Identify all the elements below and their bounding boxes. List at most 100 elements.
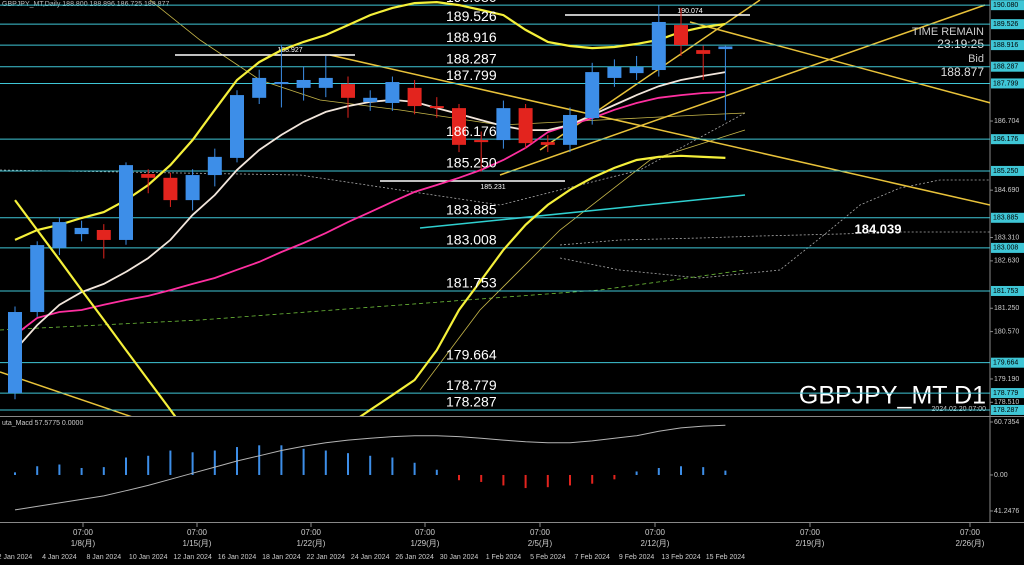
macd-bar bbox=[591, 474, 594, 484]
week-label: 1/8(月) bbox=[71, 539, 96, 548]
candle-body bbox=[96, 229, 111, 240]
x-tick-label: 30 Jan 2024 bbox=[440, 554, 479, 561]
time-label: 07:00 bbox=[960, 528, 981, 537]
macd-bar bbox=[435, 469, 438, 475]
level-tag-label: 178.779 bbox=[993, 390, 1018, 397]
candle-body bbox=[585, 72, 600, 119]
candle-body bbox=[119, 165, 133, 240]
macd-bar bbox=[657, 467, 660, 475]
level-tag bbox=[991, 61, 1024, 72]
macd-bar bbox=[635, 471, 638, 475]
macd-bar bbox=[191, 452, 194, 475]
x-tick-label: 7 Feb 2024 bbox=[574, 554, 610, 561]
y-tick-label: 183.310 bbox=[994, 234, 1019, 241]
header: GBPJPY_MT,Daily 188.800 188.896 186.725 … bbox=[2, 1, 169, 8]
level-tag bbox=[991, 404, 1024, 415]
macd-bar bbox=[14, 472, 16, 475]
level-label: 183.885 bbox=[446, 202, 497, 218]
y-tick-label: 178.510 bbox=[994, 399, 1019, 406]
time-label: 07:00 bbox=[645, 528, 666, 537]
level-label: 181.753 bbox=[446, 275, 497, 291]
candle-body bbox=[385, 82, 400, 103]
dashed-line bbox=[0, 269, 746, 331]
annotation: 185.231 bbox=[480, 184, 505, 191]
level-tag-label: 189.526 bbox=[993, 21, 1018, 28]
macd-bar bbox=[480, 474, 483, 482]
time-label: 07:00 bbox=[73, 528, 94, 537]
level-label: 179.664 bbox=[446, 346, 497, 362]
x-tick-label: 8 Jan 2024 bbox=[86, 554, 121, 561]
level-label: 178.287 bbox=[446, 394, 497, 410]
level-label: 190.080 bbox=[446, 0, 497, 5]
candle-body bbox=[607, 66, 622, 78]
macd-bar bbox=[125, 457, 127, 475]
x-tick-label: 18 Jan 2024 bbox=[262, 554, 301, 561]
macd-tick-label: 60.7354 bbox=[994, 419, 1019, 426]
annotation: 184.039 bbox=[855, 221, 902, 236]
level-label: 183.008 bbox=[446, 232, 497, 248]
y-tick-label: 182.630 bbox=[994, 258, 1019, 265]
candle-body bbox=[318, 77, 333, 88]
macd-label: uta_Macd 57.5775 0.0000 bbox=[2, 420, 83, 427]
macd-bar bbox=[546, 474, 549, 488]
x-tick-label: 10 Jan 2024 bbox=[129, 554, 168, 561]
x-tick-label: 26 Jan 2024 bbox=[395, 554, 434, 561]
candle-body bbox=[540, 142, 555, 145]
macd-bar bbox=[102, 467, 105, 475]
macd-bar bbox=[80, 467, 83, 475]
candle-body bbox=[674, 25, 688, 45]
x-tick-label: 16 Jan 2024 bbox=[218, 554, 257, 561]
time-label: 07:00 bbox=[530, 528, 551, 537]
x-tick-label: 5 Feb 2024 bbox=[530, 554, 566, 561]
macd-bar bbox=[569, 474, 571, 486]
candle-body bbox=[230, 95, 244, 158]
macd-bar bbox=[369, 455, 372, 475]
level-tag-label: 188.916 bbox=[993, 42, 1018, 49]
bid-label: Bid bbox=[968, 53, 984, 65]
candle-body bbox=[563, 114, 577, 145]
x-tick-label: 12 Jan 2024 bbox=[173, 554, 212, 561]
week-label: 2/26(月) bbox=[956, 539, 985, 548]
level-tag-label: 183.885 bbox=[993, 215, 1018, 222]
macd-bar bbox=[258, 445, 261, 475]
level-tag bbox=[991, 212, 1024, 223]
trend-line bbox=[329, 54, 990, 206]
week-label: 1/29(月) bbox=[411, 539, 440, 548]
candle-body bbox=[696, 50, 711, 54]
time-label: 07:00 bbox=[301, 528, 322, 537]
thin-band bbox=[419, 129, 746, 391]
macd-bar bbox=[280, 445, 283, 475]
level-tag bbox=[991, 78, 1024, 89]
macd-bar bbox=[502, 474, 505, 486]
level-tag bbox=[991, 0, 1024, 11]
macd-bar bbox=[302, 448, 305, 475]
time-remain: 23:19:25 bbox=[937, 37, 984, 51]
level-tag bbox=[991, 134, 1024, 145]
level-label: 178.779 bbox=[446, 377, 497, 393]
macd-bar bbox=[613, 474, 616, 480]
level-tag bbox=[991, 242, 1024, 253]
macd-bar bbox=[58, 464, 61, 475]
timestamp: 2024.02.20 07:00 bbox=[932, 406, 987, 413]
candle-body bbox=[274, 82, 289, 85]
macd-tick-label: 0.00 bbox=[994, 472, 1008, 479]
indicator-line bbox=[14, 0, 726, 241]
layer bbox=[0, 0, 990, 416]
level-tag-label: 183.008 bbox=[993, 245, 1018, 252]
candle-body bbox=[452, 108, 466, 145]
x-tick-label: 15 Feb 2024 bbox=[706, 554, 745, 561]
x-tick-label: 22 Jan 2024 bbox=[307, 554, 346, 561]
trend-line bbox=[499, 4, 986, 176]
indicator-line bbox=[14, 91, 726, 336]
candle-body bbox=[341, 84, 355, 98]
macd-signal bbox=[14, 424, 726, 511]
time-label: 07:00 bbox=[800, 528, 821, 537]
week-label: 2/19(月) bbox=[796, 539, 825, 548]
week-label: 2/5(月) bbox=[528, 539, 553, 548]
macd-bar bbox=[680, 466, 682, 475]
level-tag-label: 185.250 bbox=[993, 168, 1018, 175]
week-label: 1/22(月) bbox=[297, 539, 326, 548]
week-label: 2/12(月) bbox=[641, 539, 670, 548]
